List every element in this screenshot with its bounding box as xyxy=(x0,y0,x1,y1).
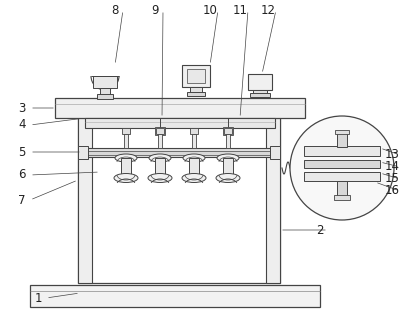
Bar xyxy=(189,158,199,178)
Bar xyxy=(78,146,88,159)
Bar xyxy=(334,195,350,200)
Bar xyxy=(97,94,113,99)
Bar xyxy=(93,76,117,88)
Bar xyxy=(85,118,275,128)
Bar xyxy=(190,87,202,94)
Bar xyxy=(155,127,165,135)
Text: 3: 3 xyxy=(18,101,26,115)
Bar xyxy=(55,98,305,118)
Bar xyxy=(78,100,280,283)
Bar xyxy=(250,93,270,97)
Bar xyxy=(122,128,130,134)
Text: 9: 9 xyxy=(151,4,159,17)
Bar xyxy=(270,146,280,159)
Bar xyxy=(82,151,278,155)
Bar xyxy=(155,158,165,178)
Bar xyxy=(156,128,164,134)
Text: 4: 4 xyxy=(18,118,26,131)
Text: 1: 1 xyxy=(34,292,42,305)
Text: 12: 12 xyxy=(260,4,276,17)
Text: 8: 8 xyxy=(111,4,119,17)
Text: 13: 13 xyxy=(385,149,399,161)
Ellipse shape xyxy=(217,154,239,162)
Bar xyxy=(337,133,347,147)
Bar xyxy=(304,172,380,181)
Bar xyxy=(223,127,233,135)
Ellipse shape xyxy=(149,154,171,162)
Bar xyxy=(337,181,347,197)
Ellipse shape xyxy=(115,154,137,162)
Bar xyxy=(82,148,278,157)
Text: 5: 5 xyxy=(18,145,26,159)
Bar xyxy=(182,65,210,87)
Bar xyxy=(78,100,92,283)
Ellipse shape xyxy=(114,174,138,182)
Text: 2: 2 xyxy=(316,224,324,236)
Ellipse shape xyxy=(183,154,205,162)
Text: 16: 16 xyxy=(384,184,399,197)
Ellipse shape xyxy=(148,174,172,182)
Text: 11: 11 xyxy=(233,4,247,17)
Bar xyxy=(223,158,233,178)
Text: 14: 14 xyxy=(384,160,399,174)
Bar xyxy=(187,92,205,96)
Ellipse shape xyxy=(182,174,206,182)
Bar xyxy=(187,69,205,83)
Text: 6: 6 xyxy=(18,168,26,182)
Bar xyxy=(226,134,230,148)
Bar xyxy=(124,134,128,148)
Bar xyxy=(335,130,349,134)
Text: 15: 15 xyxy=(385,173,399,186)
Bar xyxy=(121,158,131,178)
Bar xyxy=(190,128,198,134)
Bar xyxy=(224,128,232,134)
Bar xyxy=(158,134,162,148)
Bar xyxy=(248,74,272,90)
Text: 10: 10 xyxy=(202,4,218,17)
Text: 7: 7 xyxy=(18,194,26,206)
Bar xyxy=(304,160,380,168)
Bar xyxy=(100,88,110,96)
Bar xyxy=(30,285,320,307)
Bar xyxy=(253,90,267,95)
Bar xyxy=(192,134,196,148)
Bar xyxy=(266,100,280,283)
Circle shape xyxy=(290,116,394,220)
Bar xyxy=(304,146,380,156)
Ellipse shape xyxy=(216,174,240,182)
